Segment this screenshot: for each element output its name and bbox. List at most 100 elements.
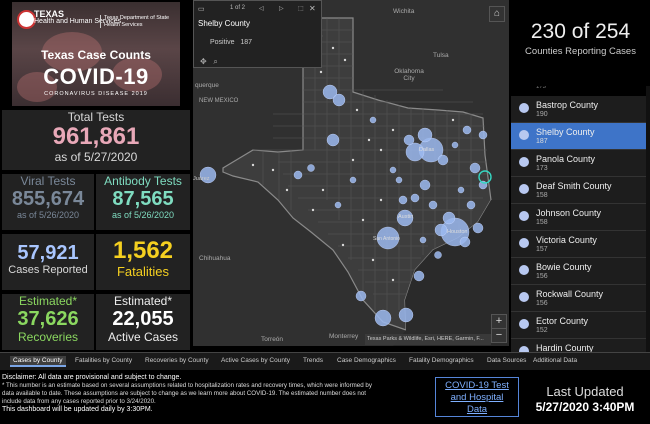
popup-county-name: Shelby County [198, 19, 251, 28]
pan-icon[interactable]: ✥ [200, 57, 207, 66]
bubble-bell[interactable] [410, 193, 420, 203]
disclaimer: Disclaimer: All data are provisional and… [2, 374, 428, 424]
bubble-potter[interactable] [322, 84, 338, 100]
antibody-tests-date: as of 5/26/2020 [111, 210, 175, 220]
active-label: Active Cases [107, 330, 179, 344]
bubble-montgomery[interactable] [442, 211, 456, 225]
bubble-williamson[interactable] [398, 195, 408, 205]
bubble-brazos[interactable] [428, 200, 438, 210]
bubble-tarrant[interactable] [405, 142, 425, 162]
bubble-wichita[interactable] [369, 116, 377, 124]
disclaimer-line-2: data available to date. These assumption… [2, 390, 367, 397]
link-line-3[interactable]: Data [466, 404, 488, 415]
zoom-out-button[interactable]: − [491, 328, 507, 343]
link-line-1[interactable]: COVID-19 Test [445, 380, 509, 391]
bubble-austin[interactable] [396, 209, 414, 227]
banner-covid: COVID-19 [43, 64, 149, 89]
bubble-nueces[interactable] [413, 270, 425, 282]
bubble-midland[interactable] [307, 164, 315, 172]
bubble-mclennan[interactable] [419, 179, 431, 191]
list-item-bastrop[interactable]: Bastrop County 190 [511, 96, 646, 123]
bubble-san-antonio[interactable] [376, 226, 400, 250]
home-icon[interactable]: ⌂ [489, 6, 505, 22]
bubble-lubbock[interactable] [326, 133, 340, 147]
list-item-value: 152 [536, 327, 548, 334]
zoom-to-icon[interactable]: ⌕ [213, 57, 218, 66]
map-label-albuquerque: querque [195, 82, 219, 89]
bubble-denton[interactable] [403, 134, 415, 146]
county-popup: ▭ 1 of 2 ◁ ▷ ⬚ ✕ Shelby County Positive … [193, 0, 322, 68]
disclaimer-line-4: This dashboard will be updated daily by … [2, 406, 153, 413]
bubble-galveston[interactable] [459, 236, 471, 248]
bubble-hunt[interactable] [451, 141, 459, 149]
map-label-monterrey: Monterrey [329, 333, 359, 340]
popup-collapse-icon[interactable]: ▭ [198, 6, 205, 13]
tab-cases-by-county[interactable]: Cases by County [10, 356, 66, 367]
bubble-angelina[interactable] [466, 200, 476, 210]
list-item-ector[interactable]: Ector County 152 [511, 312, 646, 339]
link-line-2[interactable]: and Hospital [450, 392, 504, 403]
viral-tests-date: as of 5/26/2020 [16, 210, 80, 220]
list-item-shelby[interactable]: Shelby County 187 [511, 123, 646, 150]
bubble-cameron[interactable] [398, 307, 414, 323]
bubble-lamar[interactable] [462, 125, 472, 135]
list-item-name: Deaf Smith County [536, 181, 612, 191]
tab-fatality-demographics[interactable]: Fatality Demographics [409, 357, 474, 364]
bubble-ector[interactable] [293, 170, 303, 180]
case-bubbles[interactable] [199, 84, 488, 327]
bubble-bowie[interactable] [478, 130, 488, 140]
list-item-deaf-smith[interactable]: Deaf Smith County 158 [511, 177, 646, 204]
bubble-jefferson[interactable] [472, 222, 484, 234]
zoom-in-button[interactable]: + [491, 314, 507, 329]
bubble-el-paso[interactable] [199, 166, 217, 184]
county-list-scrollbar[interactable] [646, 86, 650, 352]
tab-recoveries-by-county[interactable]: Recoveries by County [145, 357, 209, 364]
tab-fatalities-by-county[interactable]: Fatalities by County [75, 357, 133, 364]
texas-map-svg[interactable] [193, 0, 509, 346]
tab-trends[interactable]: Trends [303, 357, 323, 364]
tab-additional-data[interactable]: Additional Data [533, 357, 578, 364]
bubble-victoria[interactable] [434, 251, 442, 259]
map-label-san-antonio: San Antonio [373, 236, 400, 242]
list-item-panola[interactable]: Panola County 173 [511, 150, 646, 177]
bubble-tom-green[interactable] [334, 201, 342, 209]
viral-tests-label: Viral Tests [20, 174, 76, 188]
bubble-randall[interactable] [332, 93, 346, 107]
bubble-kaufman[interactable] [437, 154, 449, 166]
popup-close-icon[interactable]: ✕ [309, 4, 316, 13]
map-label-austin: Austin [398, 214, 414, 220]
bubble-hood[interactable] [395, 176, 403, 184]
bubble-walker[interactable] [457, 186, 465, 194]
list-item-bowie[interactable]: Bowie County 156 [511, 258, 646, 285]
bubble-smith[interactable] [469, 162, 481, 174]
tab-data-sources[interactable]: Data Sources [487, 357, 527, 364]
bubble-erath[interactable] [389, 166, 397, 174]
popup-field-label: Positive [210, 39, 235, 46]
test-hospital-data-link[interactable]: COVID-19 Test and Hospital Data [435, 377, 519, 417]
county-dot-icon [519, 103, 529, 113]
popup-pager: 1 of 2 [230, 5, 246, 11]
county-list[interactable]: 173 Bastrop County 190 Shelby County 187 P… [511, 86, 646, 352]
antibody-tests-panel: Antibody Tests 87,565 as of 5/26/2020 [96, 174, 190, 230]
bubble-hidalgo[interactable] [374, 309, 392, 327]
tab-active-cases-by-county[interactable]: Active Cases by County [221, 357, 291, 364]
bubble-fort-bend[interactable] [434, 223, 448, 237]
tab-case-demographics[interactable]: Case Demographics [337, 357, 396, 364]
popup-prev-icon[interactable]: ◁ [259, 6, 264, 12]
fatalities-value: 1,562 [112, 237, 174, 264]
list-item-johnson[interactable]: Johnson County 158 [511, 204, 646, 231]
list-item-value: 158 [536, 219, 548, 226]
bubble-collin[interactable] [417, 127, 433, 143]
bubble-taylor[interactable] [349, 176, 357, 184]
popup-dock-icon[interactable]: ⬚ [298, 6, 304, 12]
list-item-rockwall[interactable]: Rockwall County 156 [511, 285, 646, 312]
bubble-webb[interactable] [355, 290, 367, 302]
county-dot-icon [519, 319, 529, 329]
bubble-gonzales[interactable] [419, 236, 427, 244]
popup-next-icon[interactable]: ▷ [279, 6, 284, 12]
list-item-hardin[interactable]: Hardin County134 [511, 339, 646, 352]
texas-seal-icon [17, 10, 36, 29]
list-item-victoria[interactable]: Victoria County 157 [511, 231, 646, 258]
total-tests-panel: Total Tests 961,861 as of 5/27/2020 [2, 110, 190, 170]
map-attribution: Texas Parks & Wildlife, Esri, HERE, Garm… [365, 334, 491, 345]
